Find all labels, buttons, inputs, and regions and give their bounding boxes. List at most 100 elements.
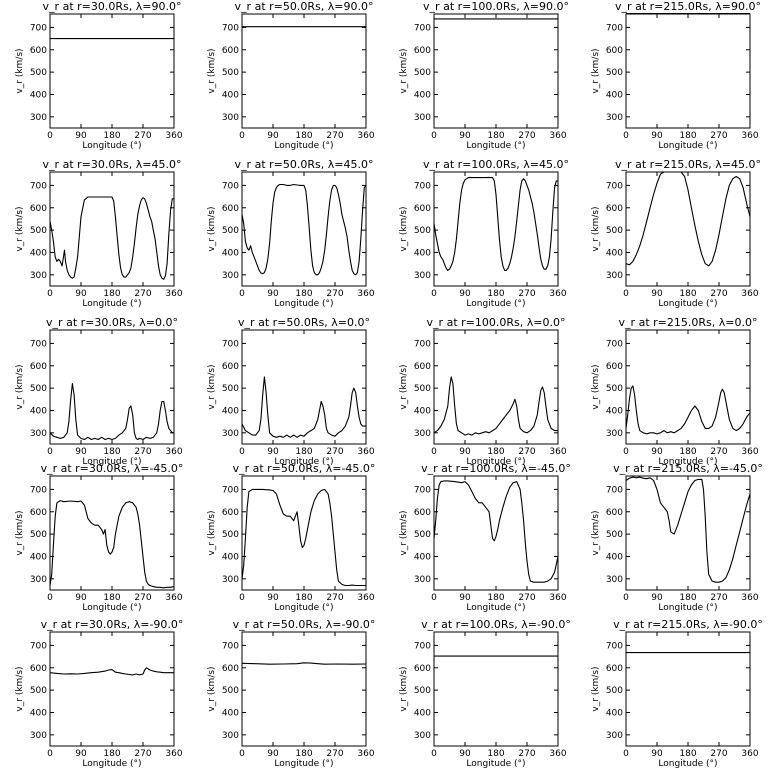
chart-title: v_r at r=50.0Rs, λ=-45.0° <box>233 462 376 475</box>
y-axis-label: v_r (km/s) <box>591 48 601 93</box>
chart-panel-5: v_r at r=30.0Rs, λ=45.0° 0 90 180 270 360 300 4… <box>15 158 183 309</box>
y-tick-label: 400 <box>606 248 623 258</box>
x-axis-label: Longitude (°) <box>658 299 717 309</box>
y-tick-label: 300 <box>30 113 47 123</box>
x-axis-label: Longitude (°) <box>658 457 717 467</box>
chart-title: v_r at r=30.0Rs, λ=45.0° <box>43 158 182 171</box>
x-tick-label: 180 <box>487 289 504 299</box>
chart-title: v_r at r=30.0Rs, λ=90.0° <box>43 0 182 13</box>
series-line-1 <box>625 385 751 435</box>
y-tick-label: 500 <box>414 686 431 696</box>
y-tick-label: 600 <box>30 664 47 674</box>
x-axis-label: Longitude (°) <box>274 603 333 613</box>
chart-panel-14: v_r at r=50.0Rs, λ=-45.0° 0 90 180 270 360 300… <box>207 462 375 613</box>
y-tick-label: 300 <box>414 731 431 741</box>
x-tick-label: 270 <box>518 131 535 141</box>
y-axis-label: v_r (km/s) <box>15 510 25 555</box>
y-tick-label: 400 <box>222 708 239 718</box>
y-axis-label: v_r (km/s) <box>15 364 25 409</box>
x-tick-label: 0 <box>47 447 53 457</box>
y-tick-label: 600 <box>30 508 47 518</box>
chart-title: v_r at r=215.0Rs, λ=-45.0° <box>613 462 763 475</box>
x-tick-label: 270 <box>518 447 535 457</box>
x-tick-label: 90 <box>459 131 471 141</box>
x-tick-label: 90 <box>75 289 87 299</box>
y-tick-label: 300 <box>606 731 623 741</box>
series-line-1 <box>433 376 558 436</box>
x-tick-label: 180 <box>487 593 504 603</box>
x-tick-label: 180 <box>103 131 120 141</box>
x-tick-label: 270 <box>134 447 151 457</box>
y-axis-label: v_r (km/s) <box>399 510 409 555</box>
series-line-1 <box>49 500 175 589</box>
series-line-1 <box>433 176 558 271</box>
y-axis-label: v_r (km/s) <box>399 206 409 251</box>
chart-panel-15: v_r at r=100.0Rs, λ=-45.0° 0 90 180 270 360 30… <box>399 462 571 613</box>
x-tick-label: 90 <box>267 749 279 759</box>
x-tick-label: 0 <box>623 289 629 299</box>
plot-frame <box>49 631 175 747</box>
x-tick-label: 0 <box>623 131 629 141</box>
x-tick-label: 270 <box>710 131 727 141</box>
x-tick-label: 360 <box>357 447 374 457</box>
chart-panel-3: v_r at r=100.0Rs, λ=90.0° 0 90 180 270 360 300… <box>399 0 569 151</box>
chart-title: v_r at r=100.0Rs, λ=0.0° <box>427 316 566 329</box>
series-line-1 <box>241 183 367 276</box>
y-tick-label: 400 <box>606 708 623 718</box>
x-tick-label: 180 <box>103 749 120 759</box>
y-tick-label: 500 <box>222 384 239 394</box>
y-tick-label: 500 <box>30 384 47 394</box>
x-axis-label: Longitude (°) <box>274 141 333 151</box>
plot-frame <box>625 13 751 129</box>
x-axis-label: Longitude (°) <box>466 759 525 768</box>
plot-frame <box>433 13 559 129</box>
x-axis-label: Longitude (°) <box>274 457 333 467</box>
chart-panel-4: v_r at r=215.0Rs, λ=90.0° 0 90 180 270 360 300… <box>591 0 761 151</box>
x-tick-label: 90 <box>651 131 663 141</box>
y-tick-label: 600 <box>222 664 239 674</box>
y-axis-label: v_r (km/s) <box>15 48 25 93</box>
plot-frame <box>241 475 367 591</box>
chart-title: v_r at r=100.0Rs, λ=45.0° <box>423 158 569 171</box>
x-tick-label: 180 <box>487 749 504 759</box>
x-tick-label: 0 <box>431 131 437 141</box>
y-tick-label: 500 <box>606 530 623 540</box>
chart-title: v_r at r=215.0Rs, λ=90.0° <box>615 0 761 13</box>
x-tick-label: 360 <box>549 289 566 299</box>
chart-title: v_r at r=100.0Rs, λ=-45.0° <box>421 462 571 475</box>
x-tick-label: 0 <box>239 593 245 603</box>
y-tick-label: 400 <box>414 248 431 258</box>
x-tick-label: 0 <box>431 749 437 759</box>
y-tick-label: 600 <box>414 508 431 518</box>
x-tick-label: 0 <box>623 749 629 759</box>
x-tick-label: 180 <box>679 593 696 603</box>
y-axis-label: v_r (km/s) <box>207 48 217 93</box>
x-tick-label: 360 <box>549 447 566 457</box>
x-tick-label: 0 <box>431 447 437 457</box>
x-tick-label: 180 <box>295 749 312 759</box>
y-tick-label: 500 <box>606 226 623 236</box>
x-tick-label: 90 <box>459 749 471 759</box>
chart-title: v_r at r=30.0Rs, λ=-45.0° <box>41 462 184 475</box>
y-tick-label: 700 <box>30 23 47 33</box>
x-tick-label: 360 <box>741 447 758 457</box>
y-axis-label: v_r (km/s) <box>591 510 601 555</box>
y-tick-label: 500 <box>414 68 431 78</box>
y-tick-label: 700 <box>606 485 623 495</box>
x-tick-label: 0 <box>431 289 437 299</box>
y-axis-label: v_r (km/s) <box>15 206 25 251</box>
y-tick-label: 700 <box>30 181 47 191</box>
x-tick-label: 180 <box>295 131 312 141</box>
plot-frame <box>49 475 175 591</box>
x-tick-label: 0 <box>239 131 245 141</box>
chart-title: v_r at r=215.0Rs, λ=0.0° <box>619 316 758 329</box>
x-axis-label: Longitude (°) <box>466 603 525 613</box>
y-tick-label: 600 <box>606 46 623 56</box>
y-tick-label: 300 <box>414 429 431 439</box>
y-tick-label: 400 <box>222 90 239 100</box>
y-tick-label: 500 <box>606 68 623 78</box>
chart-title: v_r at r=215.0Rs, λ=-90.0° <box>613 618 763 631</box>
series-line-1 <box>241 376 366 438</box>
y-tick-label: 300 <box>30 731 47 741</box>
